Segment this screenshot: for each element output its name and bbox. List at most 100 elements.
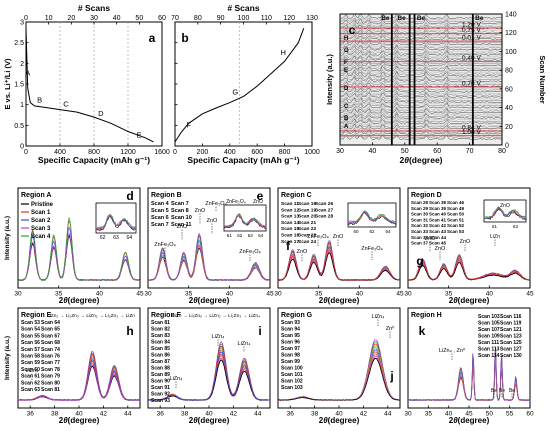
legend-entry: Scan 19	[298, 201, 316, 207]
legend-entry: Scan 95	[281, 333, 300, 339]
waterfall-trace	[339, 134, 503, 140]
legend-entry: Scan 67	[41, 333, 60, 339]
legend-entry: Scan 53	[447, 229, 465, 234]
panel-letter: k	[419, 324, 426, 338]
waterfall-trace	[339, 48, 503, 54]
series-trace	[147, 351, 271, 401]
x-axis-label-part: θ	[63, 416, 68, 425]
legend-entry: Scan 60	[21, 367, 40, 373]
waterfall-trace	[339, 90, 503, 96]
series-trace	[408, 359, 531, 402]
inset-tick-label: 60	[353, 229, 359, 234]
x-tick-label: 45	[526, 291, 534, 298]
top-tick-label: 90	[217, 15, 225, 22]
region-label: F	[186, 120, 191, 129]
be-label: Be	[417, 15, 426, 22]
peak-annotation: LiZn₄	[372, 314, 386, 320]
legend-entry: Scan 84	[151, 340, 170, 346]
right-tick-label: 80	[505, 68, 513, 75]
x-tick-label: 30	[14, 291, 22, 298]
peak-annotation: ZnFe₂O₄	[307, 234, 329, 240]
waterfall-trace	[339, 20, 503, 26]
legend-entry: Scan 11	[281, 201, 299, 207]
x-tick-label: 200	[197, 149, 209, 156]
legend-entry: Scan 103	[281, 385, 303, 391]
legend-entry: Scan 94	[281, 327, 300, 333]
waterfall-trace	[339, 77, 503, 84]
legend-entry: Scan 99	[281, 359, 300, 365]
x-axis-label-part: θ	[323, 296, 328, 305]
inset-tick-label: 62	[369, 229, 375, 234]
right-tick-label: 60	[505, 86, 513, 93]
x-tick-label: 60	[526, 411, 534, 418]
waterfall-trace	[339, 63, 503, 70]
top-tick-label: 100	[238, 15, 250, 22]
region-letter: C	[344, 104, 349, 110]
legend-entry: Scan 53	[21, 320, 40, 326]
top-tick-label: 20	[67, 15, 75, 22]
peak-annotation: LiZn	[490, 234, 500, 240]
legend-entry: Scan 26	[315, 201, 333, 207]
waterfall-trace	[339, 74, 502, 81]
legend-entry: Scan 87	[151, 359, 170, 365]
peak-annotation: ZnFe₂O₄	[361, 246, 383, 252]
region-letter: B	[344, 116, 349, 122]
inset-frame	[347, 202, 397, 228]
x-axis-label-part: (degree)	[328, 296, 360, 305]
legend-entry: Scan 32	[411, 223, 429, 228]
x-tick-label: 80	[498, 148, 506, 155]
peak-annotation: LiZn₄	[26, 368, 40, 374]
waterfall-trace	[340, 110, 503, 116]
legend-entry: Scan 90	[151, 379, 170, 385]
legend-entry: Scan 58	[21, 354, 40, 360]
legend-entry: Scan 68	[41, 340, 60, 346]
right-tick-label: 140	[505, 12, 517, 19]
legend-entry: Scan 57	[21, 347, 40, 353]
x-axis-label-part: (degree)	[198, 296, 230, 305]
legend-entry: Scan 50	[447, 212, 465, 217]
x-tick-label: 40	[356, 291, 364, 298]
waterfall-trace	[339, 111, 503, 118]
legend-entry: Scan 14	[281, 220, 299, 226]
panel-letter: j	[389, 369, 393, 383]
top-tick-label: 50	[135, 15, 143, 22]
legend-entry: Scan 8	[171, 208, 189, 214]
region-label: E	[137, 131, 142, 140]
be-label: Be	[475, 15, 484, 22]
waterfall-trace	[339, 97, 503, 103]
x-tick-label: 1600	[154, 149, 170, 156]
legend-entry: Pristine	[31, 202, 54, 208]
legend-entry: Scan 130	[500, 353, 522, 359]
x-axis-label-part: 2	[189, 296, 194, 305]
x-tick-label: 35	[55, 291, 63, 298]
x-tick-label: 42	[100, 411, 108, 418]
waterfall-trace	[339, 98, 503, 105]
legend-entry: Scan 62	[21, 380, 40, 386]
waterfall-trace	[339, 106, 503, 112]
legend-entry: Scan 19	[298, 207, 316, 213]
y-tick-label: 0.5	[14, 123, 24, 130]
legend-entry: Scan 92	[151, 392, 170, 398]
waterfall-trace	[339, 92, 503, 98]
peak-annotation: ZnFe₂O₄	[205, 201, 227, 207]
inset-tick-label: 64	[127, 235, 133, 241]
be-label: Be	[397, 15, 406, 22]
inset-tick-label: 63	[248, 233, 254, 238]
waterfall-trace	[339, 123, 503, 130]
legend-entry: Scan 31	[411, 217, 429, 222]
x-tick-label: 55	[506, 411, 514, 418]
legend-entry: Scan 97	[281, 346, 300, 352]
peak-annotation: ZnO	[425, 236, 436, 242]
plot-frame	[277, 187, 401, 289]
voltage-label: 0.70 V	[462, 80, 481, 87]
x-tick-label: 0	[24, 149, 28, 156]
legend-entry: Scan 46	[447, 200, 465, 205]
waterfall-trace	[339, 41, 503, 48]
x-tick-label: 40	[96, 291, 104, 298]
y-axis-label: E vs. Li⁺/Li (V)	[3, 58, 12, 110]
peak-annotation: LiZn₄	[238, 341, 252, 347]
x-tick-label: 35	[445, 291, 453, 298]
